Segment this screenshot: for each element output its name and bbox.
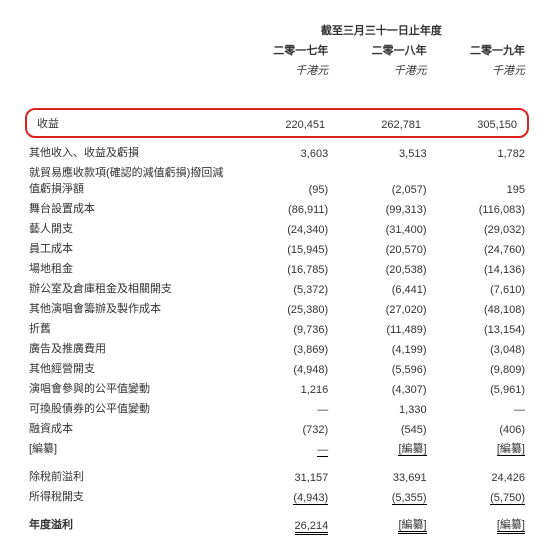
row-label: 其他經營開支 [25,358,234,378]
cell: (3,048) [490,344,525,356]
cell: (13,154) [484,324,525,336]
unit-0: 千港元 [295,65,328,77]
cell: (24,760) [484,244,525,256]
year-0: 二零一七年 [273,45,328,57]
header-span: 截至三月三十一日止年度 [321,25,442,37]
cell: (5,355) [392,492,427,505]
row-label: 舞台設置成本 [25,198,234,218]
row-label: 員工成本 [25,238,234,258]
cell: 3,513 [399,148,427,160]
cell: (14,136) [484,264,525,276]
cell: [編纂] [398,443,426,456]
cell: (6,441) [392,284,427,296]
row-label: [編纂] [25,438,234,458]
cell: — [317,404,328,416]
cell: (5,372) [293,284,328,296]
cell: (5,596) [392,364,427,376]
row-label: 廣告及推廣費用 [25,338,234,358]
cell: (4,948) [293,364,328,376]
row-label: 收益 [37,118,59,130]
cell: (9,809) [490,364,525,376]
cell: (15,945) [287,244,328,256]
cell: (16,785) [287,264,328,276]
cell: (20,538) [386,264,427,276]
cell: (9,736) [293,324,328,336]
cell: (7,610) [490,284,525,296]
cell: (3,869) [293,344,328,356]
cell: (29,032) [484,224,525,236]
row-label: 藝人開支 [25,218,234,238]
year-1: 二零一八年 [372,45,427,57]
cell: (5,961) [490,384,525,396]
cell: 1,330 [399,404,427,416]
cell: (2,057) [392,184,427,196]
cell: (4,943) [293,492,328,505]
cell: (20,570) [386,244,427,256]
highlight-row: 收益 220,451 262,781 305,150 [25,108,529,138]
row-label: 其他演唱會籌辦及製作成本 [25,298,234,318]
cell: 3,603 [301,148,329,160]
cell: [編纂] [398,519,426,534]
cell: (732) [303,424,329,436]
cell: (27,020) [386,304,427,316]
row-label: 就貿易應收款項(確認的減值虧損)撥回減值虧損淨額 [25,162,234,198]
cell: (11,489) [386,324,426,336]
cell: 1,216 [301,384,329,396]
row-label: 可換股債券的公平值變動 [25,398,234,418]
cell: [編纂] [497,519,525,534]
row-label: 融資成本 [25,418,234,438]
row-label: 辦公室及倉庫租金及相關開支 [25,278,234,298]
row-label: 演唱會參與的公平值變動 [25,378,234,398]
cell: — [317,444,328,457]
cell: [編纂] [497,443,525,456]
cell: (95) [309,184,329,196]
cell: (99,313) [386,204,427,216]
cell: 31,157 [295,472,329,484]
cell: 305,150 [477,119,517,131]
cell: (406) [499,424,525,436]
cell: (31,400) [386,224,427,236]
cell: — [514,404,525,416]
row-label: 除稅前溢利 [29,471,84,483]
unit-2: 千港元 [492,65,525,77]
cell: 262,781 [381,119,421,131]
year-2: 二零一九年 [470,45,525,57]
cell: 26,214 [295,520,329,535]
row-label: 折舊 [25,318,234,338]
row-label: 其他收入、收益及虧損 [25,142,234,162]
row-label: 場地租金 [25,258,234,278]
row-label: 所得稅開支 [29,491,84,503]
cell: 220,451 [285,119,325,131]
cell: (25,380) [287,304,328,316]
cell: 1,782 [497,148,525,160]
cell: 33,691 [393,472,427,484]
cell: (116,083) [479,204,525,216]
cell: (5,750) [490,492,525,505]
cell: (24,340) [287,224,328,236]
cell: (48,108) [484,304,525,316]
cell: 195 [507,184,525,196]
cell: 24,426 [491,472,525,484]
cell: (86,911) [288,204,328,216]
cell: (4,199) [392,344,427,356]
row-label: 年度溢利 [29,519,73,531]
unit-1: 千港元 [394,65,427,77]
cell: (545) [401,424,427,436]
cell: (4,307) [392,384,427,396]
